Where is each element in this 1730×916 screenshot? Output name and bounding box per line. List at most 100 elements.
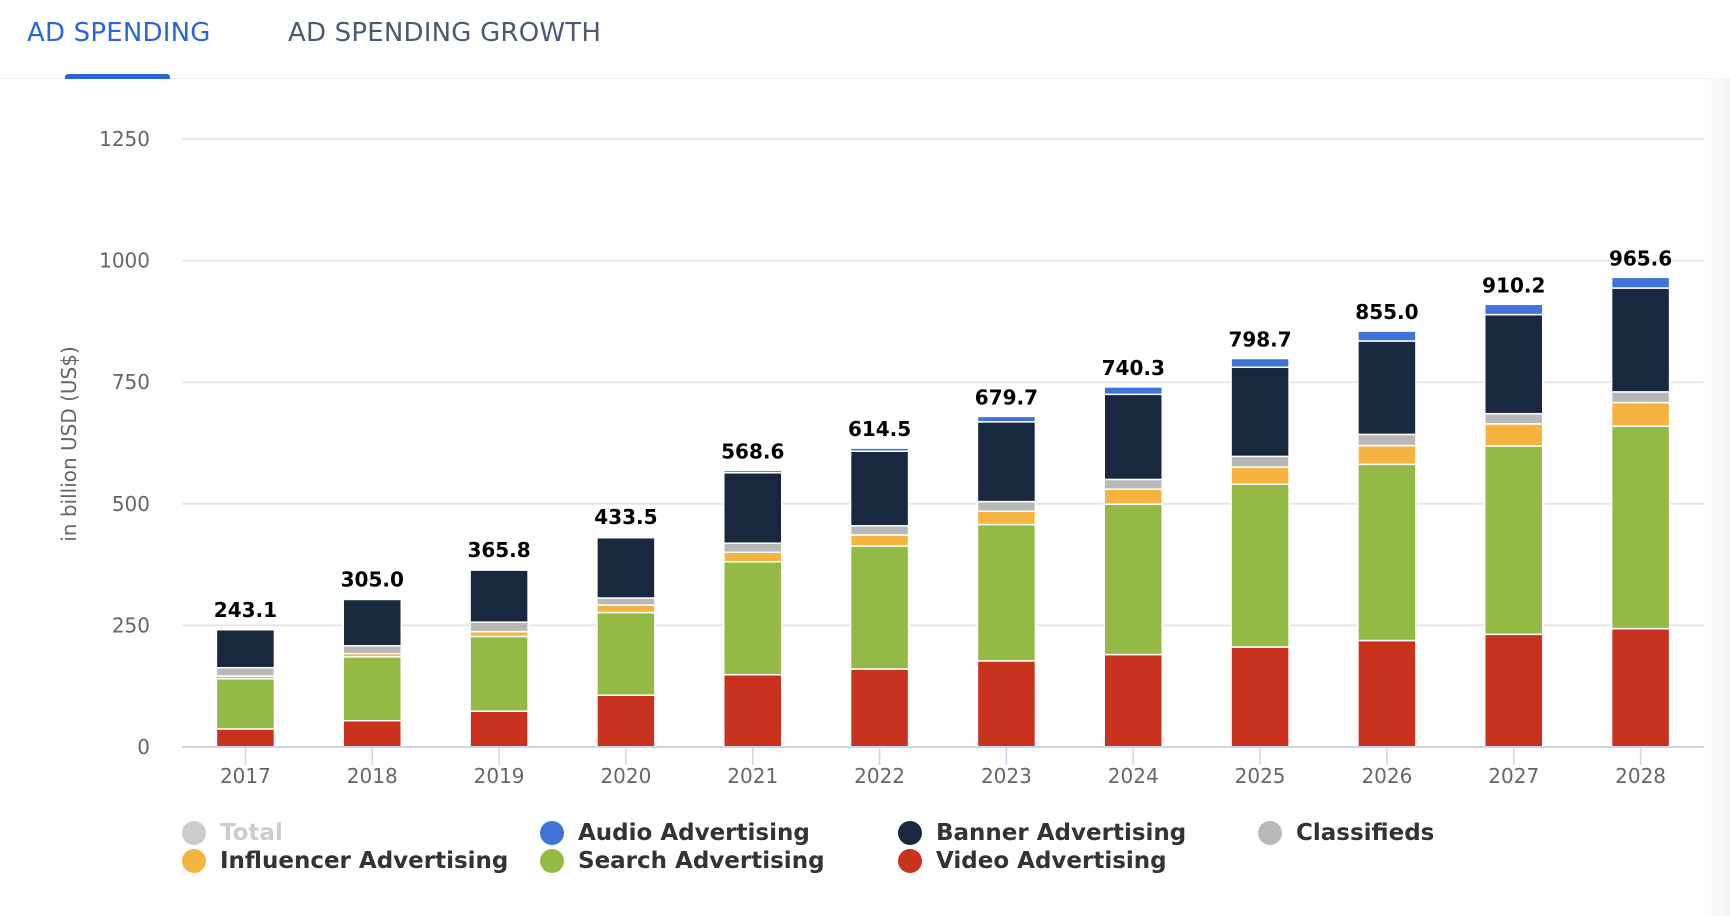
- bar-segment-influencer-advertising[interactable]: [1357, 444, 1417, 466]
- bar-stack-2027[interactable]: [1484, 303, 1544, 748]
- bar-segment-classifieds[interactable]: [1357, 433, 1417, 447]
- bar-segment-influencer-advertising[interactable]: [1230, 466, 1290, 485]
- bar-segment-influencer-advertising[interactable]: [1610, 401, 1671, 427]
- bar-segment-influencer-advertising[interactable]: [849, 534, 910, 547]
- bar-segment-classifieds[interactable]: [469, 621, 529, 633]
- bar-segment-search-advertising[interactable]: [1357, 463, 1417, 642]
- bar-stack-2022[interactable]: [849, 447, 910, 748]
- bar-stack-2020[interactable]: [596, 535, 656, 748]
- bar-segment-audio-advertising[interactable]: [596, 535, 656, 539]
- bar-stack-2024[interactable]: [1103, 386, 1163, 748]
- bar-segment-classifieds[interactable]: [1230, 455, 1290, 468]
- bar-segment-video-advertising[interactable]: [215, 728, 276, 748]
- bar-segment-video-advertising[interactable]: [1484, 633, 1544, 748]
- bar-segment-classifieds[interactable]: [342, 644, 402, 655]
- bar-segment-banner-advertising[interactable]: [849, 450, 910, 527]
- bar-segment-video-advertising[interactable]: [1610, 627, 1671, 748]
- tab-ad-spending[interactable]: AD SPENDING: [27, 18, 211, 48]
- bar-segment-search-advertising[interactable]: [723, 560, 783, 676]
- bar-segment-audio-advertising[interactable]: [976, 415, 1037, 423]
- bar-segment-video-advertising[interactable]: [723, 673, 783, 748]
- bar-segment-banner-advertising[interactable]: [1103, 393, 1163, 481]
- bar-segment-influencer-advertising[interactable]: [723, 551, 783, 563]
- bar-segment-banner-advertising[interactable]: [723, 472, 783, 544]
- bar-stack-2026[interactable]: [1357, 330, 1417, 748]
- bar-segment-classifieds[interactable]: [1610, 391, 1671, 404]
- legend-item-audio[interactable]: Audio Advertising: [540, 820, 810, 846]
- x-tick-label: 2022: [854, 764, 905, 788]
- bar-stack-2021[interactable]: [723, 469, 783, 748]
- legend-dot-icon: [182, 821, 206, 845]
- y-axis-title: in billion USD (US$): [57, 346, 81, 542]
- bar-segment-audio-advertising[interactable]: [215, 628, 276, 631]
- bar-segment-audio-advertising[interactable]: [849, 447, 910, 452]
- bar-segment-audio-advertising[interactable]: [1610, 276, 1671, 289]
- bar-segment-classifieds[interactable]: [849, 524, 910, 536]
- bar-segment-audio-advertising[interactable]: [342, 597, 402, 601]
- bar-stack-2019[interactable]: [469, 568, 529, 748]
- bar-segment-banner-advertising[interactable]: [469, 569, 529, 623]
- bar-segment-classifieds[interactable]: [215, 666, 276, 677]
- bar-segment-search-advertising[interactable]: [1610, 425, 1671, 630]
- bar-segment-audio-advertising[interactable]: [469, 568, 529, 571]
- bar-segment-banner-advertising[interactable]: [596, 536, 656, 599]
- bar-segment-audio-advertising[interactable]: [1103, 386, 1163, 396]
- bar-segment-banner-advertising[interactable]: [1230, 366, 1290, 458]
- bar-segment-banner-advertising[interactable]: [1484, 313, 1544, 415]
- bar-segment-video-advertising[interactable]: [1230, 646, 1290, 748]
- bar-stack-2023[interactable]: [976, 415, 1037, 748]
- bar-segment-search-advertising[interactable]: [976, 523, 1037, 662]
- bar-segment-classifieds[interactable]: [1103, 478, 1163, 490]
- bar-segment-video-advertising[interactable]: [342, 719, 402, 748]
- bar-segment-influencer-advertising[interactable]: [596, 604, 656, 614]
- legend-item-search[interactable]: Search Advertising: [540, 848, 825, 874]
- bar-segment-search-advertising[interactable]: [849, 545, 910, 670]
- x-tick-label: 2028: [1615, 764, 1666, 788]
- legend-dot-icon: [898, 821, 922, 845]
- bar-segment-banner-advertising[interactable]: [215, 628, 276, 669]
- bar-segment-video-advertising[interactable]: [596, 694, 656, 748]
- bar-stack-2017[interactable]: [215, 628, 276, 748]
- bar-segment-search-advertising[interactable]: [1484, 445, 1544, 636]
- legend-item-influencer[interactable]: Influencer Advertising: [182, 848, 508, 874]
- bar-segment-audio-advertising[interactable]: [1230, 357, 1290, 369]
- bar-segment-classifieds[interactable]: [723, 542, 783, 554]
- bar-segment-classifieds[interactable]: [596, 597, 656, 606]
- total-value-label: 433.5: [594, 505, 657, 529]
- bar-segment-influencer-advertising[interactable]: [1103, 488, 1163, 505]
- bar-segment-audio-advertising[interactable]: [1484, 303, 1544, 316]
- total-value-label: 798.7: [1228, 328, 1291, 352]
- bar-segment-search-advertising[interactable]: [1230, 483, 1290, 648]
- bar-segment-search-advertising[interactable]: [1103, 503, 1163, 656]
- legend-item-video[interactable]: Video Advertising: [898, 848, 1167, 874]
- bar-segment-banner-advertising[interactable]: [976, 421, 1037, 503]
- bar-segment-video-advertising[interactable]: [1357, 639, 1417, 748]
- bar-segment-search-advertising[interactable]: [342, 656, 402, 722]
- bar-stack-2025[interactable]: [1230, 357, 1290, 748]
- bar-segment-audio-advertising[interactable]: [1357, 330, 1417, 342]
- bar-segment-classifieds[interactable]: [976, 500, 1037, 513]
- bar-segment-video-advertising[interactable]: [1103, 653, 1163, 748]
- bar-segment-classifieds[interactable]: [1484, 412, 1544, 425]
- bar-segment-search-advertising[interactable]: [596, 611, 656, 696]
- legend-item-classifieds[interactable]: Classifieds: [1258, 820, 1434, 846]
- bar-segment-banner-advertising[interactable]: [1357, 340, 1417, 436]
- bar-segment-search-advertising[interactable]: [215, 678, 276, 730]
- bar-segment-influencer-advertising[interactable]: [1484, 423, 1544, 447]
- bar-segment-video-advertising[interactable]: [976, 660, 1037, 748]
- legend-item-total[interactable]: Total: [182, 820, 283, 846]
- bar-segment-search-advertising[interactable]: [469, 635, 529, 712]
- bar-stack-2018[interactable]: [342, 597, 402, 748]
- bar-segment-influencer-advertising[interactable]: [976, 510, 1037, 526]
- bar-segment-audio-advertising[interactable]: [723, 469, 783, 474]
- bar-segment-banner-advertising[interactable]: [342, 598, 402, 647]
- bar-segment-banner-advertising[interactable]: [1610, 287, 1671, 393]
- bar-segment-video-advertising[interactable]: [469, 710, 529, 748]
- tab-ad-spending-growth[interactable]: AD SPENDING GROWTH: [288, 18, 602, 48]
- total-value-label: 365.8: [467, 538, 530, 562]
- bar-segment-video-advertising[interactable]: [849, 668, 910, 748]
- legend-item-banner[interactable]: Banner Advertising: [898, 820, 1186, 846]
- bars: [215, 276, 1671, 748]
- x-tick-label: 2024: [1108, 764, 1159, 788]
- bar-stack-2028[interactable]: [1610, 276, 1671, 748]
